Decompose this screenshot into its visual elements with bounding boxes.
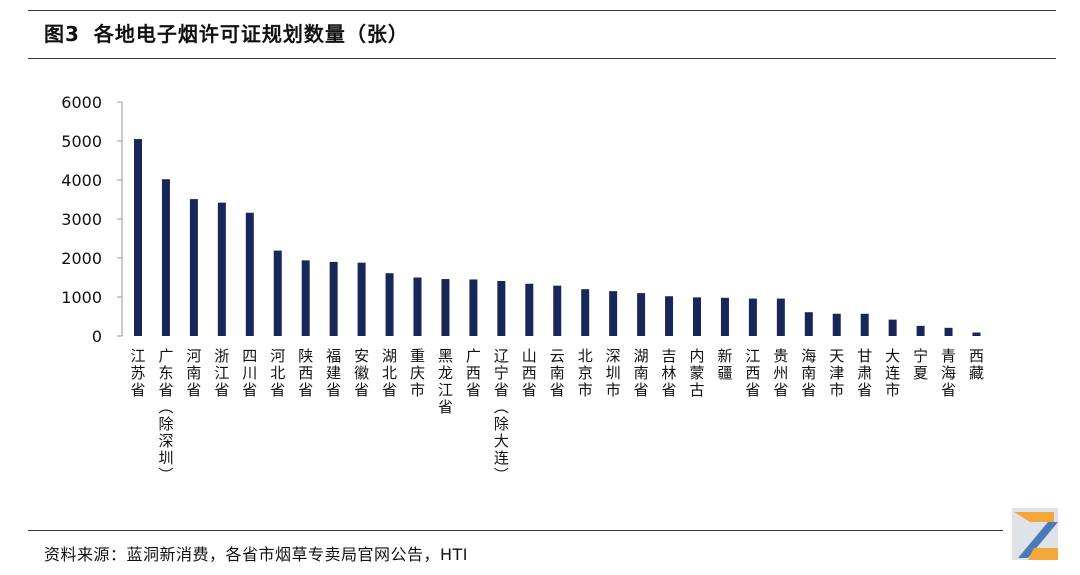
- bar: [525, 283, 534, 336]
- bar: [385, 273, 394, 336]
- bar: [665, 296, 674, 336]
- bar: [161, 179, 170, 336]
- category-label: 河北省: [270, 347, 285, 399]
- header-rule: [28, 58, 1056, 59]
- category-label: 贵州省: [773, 347, 788, 399]
- bar: [189, 199, 198, 336]
- bar: [301, 260, 310, 336]
- footer-rule: [28, 530, 1003, 531]
- category-label: 宁夏: [913, 347, 928, 382]
- figure-title: 图3 各地电子烟许可证规划数量（张）: [44, 18, 409, 47]
- category-label: 山西省: [522, 347, 537, 399]
- bar: [553, 285, 562, 336]
- bar: [217, 202, 226, 336]
- category-label: 河南省: [186, 347, 201, 399]
- category-label: 浙江省: [214, 347, 229, 399]
- bar: [972, 332, 981, 336]
- category-label: 辽宁省︵除大连︶: [494, 347, 509, 484]
- category-label: 北京市: [578, 347, 593, 399]
- category-label: 安徽省: [354, 347, 369, 399]
- bar: [609, 291, 618, 336]
- y-tick-label: 3000: [61, 210, 102, 229]
- bar: [776, 298, 785, 336]
- figure-title-text: 各地电子烟许可证规划数量（张）: [93, 22, 409, 46]
- bar: [637, 293, 646, 336]
- category-label: 青海省: [941, 347, 956, 399]
- bar: [469, 279, 478, 336]
- bar: [860, 313, 869, 336]
- bar: [245, 212, 254, 336]
- bar: [888, 319, 897, 336]
- category-label: 黑龙江省: [438, 347, 453, 416]
- category-label: 广东省︵除深圳︶: [158, 347, 173, 484]
- bar: [804, 312, 813, 336]
- bar: [748, 298, 757, 336]
- category-label: 湖南省: [634, 347, 649, 399]
- bar: [720, 297, 729, 336]
- category-label: 云南省: [550, 347, 565, 399]
- y-tick-label: 0: [92, 327, 102, 346]
- bar: [581, 289, 590, 336]
- figure-label: 图3: [44, 22, 80, 46]
- bar: [357, 262, 366, 336]
- category-label: 湖北省: [382, 347, 397, 399]
- source-note: 资料来源：蓝洞新消费，各省市烟草专卖局官网公告，HTI: [44, 545, 469, 564]
- category-label: 四川省: [242, 347, 257, 399]
- category-label: 内蒙古: [689, 347, 704, 399]
- category-label: 吉林省: [662, 347, 677, 399]
- category-label: 大连市: [885, 347, 900, 399]
- category-label: 陕西省: [298, 347, 313, 399]
- bar: [329, 261, 338, 336]
- category-label: 西藏: [969, 347, 984, 382]
- y-tick-label: 5000: [61, 132, 102, 151]
- category-label: 重庆市: [410, 347, 425, 399]
- y-tick-label: 4000: [61, 171, 102, 190]
- category-label: 新疆: [717, 347, 732, 382]
- category-label: 江西省: [745, 347, 760, 399]
- category-label: 海南省: [801, 347, 816, 399]
- category-label: 深圳市: [606, 347, 621, 399]
- category-label: 江苏省: [130, 347, 145, 399]
- category-label: 天津市: [829, 347, 844, 399]
- bar: [134, 139, 142, 336]
- top-rule: [28, 10, 1056, 11]
- bar: [693, 297, 701, 336]
- bar: [273, 250, 282, 336]
- bar: [441, 279, 450, 336]
- bar: [832, 313, 841, 336]
- category-label: 广西省: [466, 347, 481, 399]
- bar: [413, 277, 422, 336]
- publisher-logo: [1012, 508, 1058, 560]
- y-tick-label: 2000: [61, 249, 102, 268]
- y-tick-label: 1000: [61, 288, 102, 307]
- bar: [497, 281, 506, 336]
- bar: [944, 327, 953, 336]
- y-tick-label: 6000: [61, 93, 102, 112]
- category-label: 甘肃省: [857, 347, 872, 399]
- bar: [916, 325, 925, 336]
- category-label: 福建省: [326, 347, 341, 399]
